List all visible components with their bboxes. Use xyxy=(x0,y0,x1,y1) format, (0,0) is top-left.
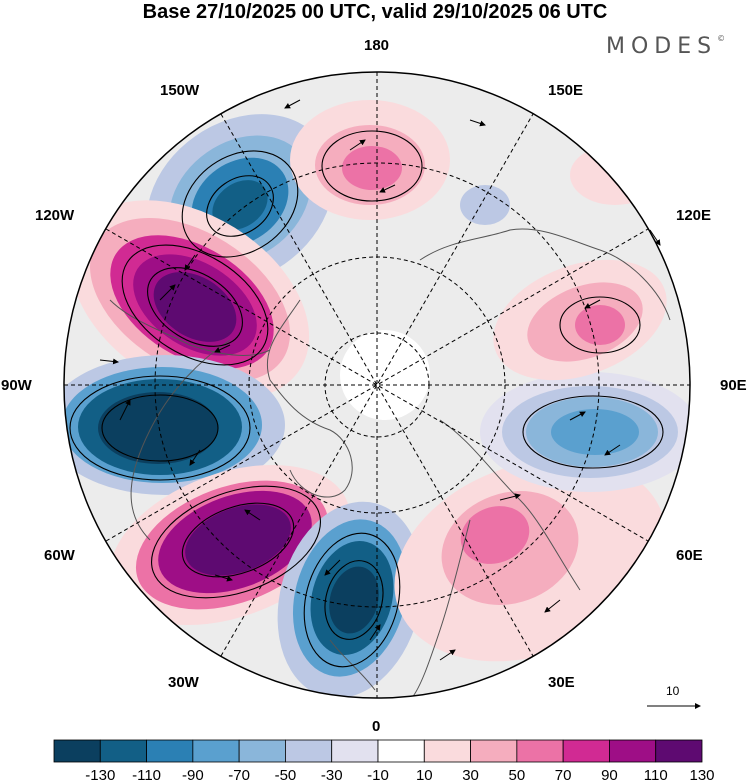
lon-label-120w: 120W xyxy=(35,207,75,224)
graticule xyxy=(64,72,690,698)
colorbar-swatch xyxy=(192,739,240,763)
colorbar-tick-label: 30 xyxy=(462,767,479,783)
lon-label-0: 0 xyxy=(372,718,381,735)
colorbar-swatch xyxy=(609,739,657,763)
anomaly-hudson-bay-low xyxy=(64,355,285,495)
reference-vector-label: 10 xyxy=(666,684,680,698)
colorbar-swatch xyxy=(146,739,194,763)
lon-label-180: 180 xyxy=(364,37,390,54)
colorbar-tick-label: 130 xyxy=(689,767,714,783)
colorbar-swatch xyxy=(331,739,379,763)
lon-label-90w: 90W xyxy=(1,377,32,394)
colorbar-tick-label: -10 xyxy=(367,767,389,783)
colorbar-tick-label: -90 xyxy=(182,767,204,783)
anomaly-small-low xyxy=(460,185,510,225)
colorbar-tick-label: 50 xyxy=(509,767,526,783)
colorbar-swatch xyxy=(655,739,703,763)
brand-mark: © xyxy=(717,33,726,43)
colorbar-tick-label: -70 xyxy=(228,767,250,783)
colorbar-tick-label: 90 xyxy=(601,767,618,783)
lon-label-30e: 30E xyxy=(548,674,575,691)
colorbar-tick-label: -110 xyxy=(132,767,161,783)
wind-vectors xyxy=(99,99,661,661)
map-disk xyxy=(64,72,690,698)
lon-label-120e: 120E xyxy=(676,207,712,224)
map-border xyxy=(63,71,691,699)
lon-label-60e: 60E xyxy=(676,547,703,564)
colorbar-swatch xyxy=(470,739,518,763)
streamlines xyxy=(69,130,664,668)
colorbar-swatch xyxy=(423,739,471,763)
lon-label-60w: 60W xyxy=(44,547,75,564)
colorbar: -130 -110 -90 -70 -50 -30 -10 10 30 50 70 90 110 130 xyxy=(53,739,715,783)
coastlines xyxy=(109,228,671,698)
anomaly-siberia-low xyxy=(480,372,690,492)
lon-label-150w: 150W xyxy=(160,82,200,99)
polar-cap xyxy=(340,330,430,420)
colorbar-tick-label: -30 xyxy=(321,767,343,783)
anomaly-east-siberia-high xyxy=(493,259,667,381)
colorbar-swatch xyxy=(285,739,333,763)
colorbar-swatch xyxy=(562,739,610,763)
anomaly-chukchi-high xyxy=(290,100,450,220)
lon-label-90e: 90E xyxy=(720,377,747,394)
colorbar-swatch xyxy=(377,739,425,763)
colorbar-swatch xyxy=(516,739,564,763)
colorbar-tick-label: -130 xyxy=(85,767,115,783)
colorbar-swatch xyxy=(53,739,101,763)
brand-name: MODES xyxy=(606,34,718,59)
colorbar-tick-label: -50 xyxy=(275,767,297,783)
colorbar-tick-label: 110 xyxy=(644,767,668,783)
lon-label-150e: 150E xyxy=(548,82,584,99)
modes-logo: MODES© xyxy=(606,34,725,59)
anomaly-small-high xyxy=(570,145,660,205)
colorbar-swatch xyxy=(99,739,147,763)
colorbar-tick-label: 10 xyxy=(416,767,433,783)
chart-title: Base 27/10/2025 00 UTC, valid 29/10/2025… xyxy=(142,1,608,23)
colorbar-tick-label: 70 xyxy=(555,767,572,783)
colorbar-swatch xyxy=(238,739,286,763)
lon-label-30w: 30W xyxy=(168,674,199,691)
